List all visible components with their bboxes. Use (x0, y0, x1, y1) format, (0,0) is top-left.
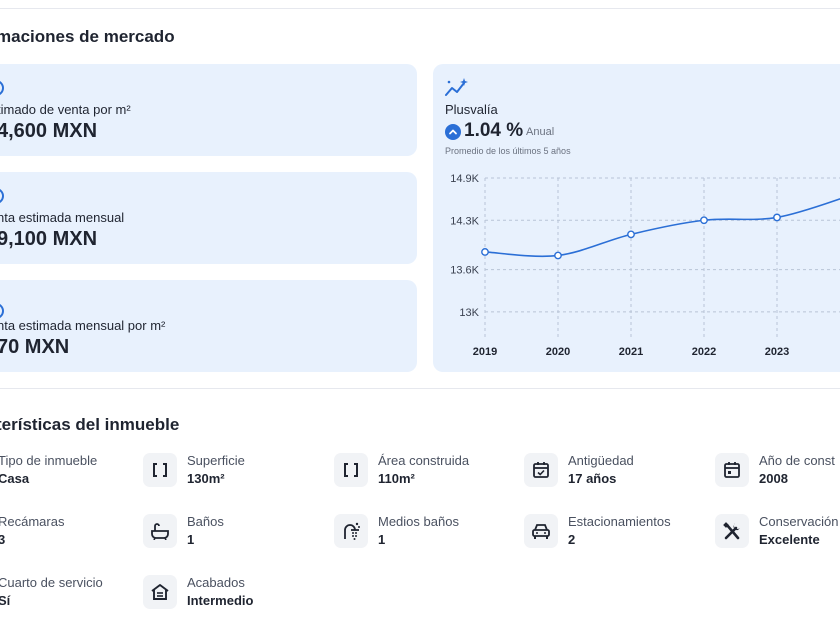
feature-value: 3 (0, 532, 6, 547)
data-point (700, 216, 708, 225)
card-value: 70 MXN (0, 336, 70, 358)
brackets-icon (143, 453, 177, 487)
feature-value: 130m² (187, 471, 225, 486)
plusvalia-card: Plusvalía 1.04 % Anual Promedio de los ú… (433, 64, 840, 372)
card-sale-per-m2: timado de venta por m² 4,600 MXN (0, 64, 417, 156)
feature-label: Año de const (759, 453, 835, 468)
feature-label: Tipo de inmueble (0, 453, 98, 468)
info-icon (0, 303, 4, 319)
feature-label: Cuarto de servicio (0, 575, 103, 590)
feature-anio-construccion: Año de const 2008 (715, 453, 840, 493)
feature-estacionamientos: Estacionamientos 2 (524, 514, 704, 554)
feature-recamaras: Recámaras 3 (0, 514, 178, 554)
plusvalia-subtitle: Promedio de los últimos 5 años (445, 146, 571, 156)
brackets-icon (334, 453, 368, 487)
feature-label: Baños (187, 514, 224, 529)
data-point (773, 213, 781, 222)
info-icon (0, 80, 4, 96)
feature-area-construida: Área construida 110m² (334, 453, 514, 493)
feature-label: Acabados (187, 575, 245, 590)
y-tick-label: 14.9K (450, 173, 479, 185)
feature-antiguedad: Antigüedad 17 años (524, 453, 704, 493)
feature-value: 2008 (759, 471, 788, 486)
feature-value: 1 (378, 532, 386, 547)
x-tick-label: 2021 (619, 346, 643, 358)
feature-value: 110m² (378, 471, 415, 486)
card-value: 9,100 MXN (0, 228, 98, 250)
feature-value: Excelente (759, 532, 820, 547)
feature-value: Sí (0, 593, 11, 608)
feature-value: Intermedio (187, 593, 254, 608)
card-monthly-rent: nta estimada mensual 9,100 MXN (0, 172, 417, 264)
top-divider (0, 8, 840, 9)
feature-banos: Baños 1 (143, 514, 323, 554)
tools-icon (715, 514, 749, 548)
plusvalia-title: Plusvalía (445, 102, 498, 117)
feature-label: Superficie (187, 453, 245, 468)
trend-sparkle-icon (445, 78, 468, 96)
feature-superficie: Superficie 130m² (143, 453, 323, 493)
data-point (627, 230, 635, 239)
shower-icon (334, 514, 368, 548)
card-label: nta estimada mensual (0, 210, 125, 225)
x-tick-label: 2019 (473, 346, 497, 358)
features-section-title: terísticas del inmueble (0, 415, 180, 434)
feature-medios-banos: Medios baños 1 (334, 514, 514, 554)
plusvalia-period: Anual (526, 126, 555, 138)
bathtub-icon (143, 514, 177, 548)
info-icon (0, 188, 4, 204)
feature-value: 17 años (568, 471, 617, 486)
feature-label: Antigüedad (568, 453, 634, 468)
y-tick-label: 13.6K (450, 265, 479, 277)
card-label: timado de venta por m² (0, 102, 131, 117)
data-point (481, 248, 489, 256)
plusvalia-percent: 1.04 % (464, 120, 524, 141)
feature-acabados: Acabados Intermedio (143, 575, 323, 615)
feature-label: Recámaras (0, 514, 65, 529)
y-tick-label: 13K (459, 307, 479, 319)
card-value: 4,600 MXN (0, 120, 98, 142)
x-tick-label: 2020 (546, 346, 570, 358)
feature-label: Conservación (759, 514, 839, 529)
y-tick-label: 14.3K (450, 215, 479, 227)
x-tick-label: 2022 (692, 346, 716, 358)
feature-label: Área construida (378, 453, 470, 468)
feature-label: Medios baños (378, 514, 459, 529)
calendar-check-icon (524, 453, 558, 487)
feature-value: Casa (0, 471, 30, 486)
x-tick-label: 2023 (765, 346, 789, 358)
market-section-title: maciones de mercado (0, 27, 175, 46)
feature-label: Estacionamientos (568, 514, 671, 529)
feature-tipo-inmueble: Tipo de inmueble Casa (0, 453, 178, 493)
feature-value: 2 (568, 532, 576, 547)
house-icon (143, 575, 177, 609)
car-icon (524, 514, 558, 548)
calendar-icon (715, 453, 749, 487)
data-point (554, 251, 562, 260)
card-monthly-rent-per-m2: nta estimada mensual por m² 70 MXN (0, 280, 417, 372)
section-divider (0, 388, 840, 389)
feature-conservacion: Conservación Excelente (715, 514, 840, 554)
feature-value: 1 (187, 532, 195, 547)
card-label: nta estimada mensual por m² (0, 318, 166, 333)
arrow-up-icon (445, 124, 461, 140)
feature-cuarto-servicio: Cuarto de servicio Sí (0, 575, 178, 615)
series-line (484, 198, 840, 258)
